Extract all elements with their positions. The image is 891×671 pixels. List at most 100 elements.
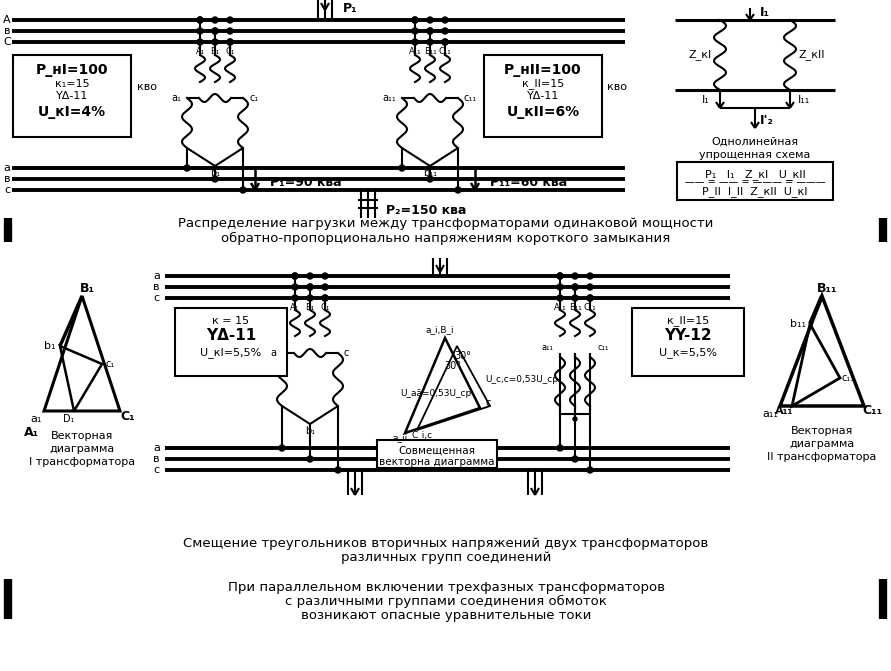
Circle shape	[572, 295, 578, 301]
Circle shape	[412, 17, 418, 23]
Text: Векторная: Векторная	[51, 431, 113, 441]
Text: Однолинейная: Однолинейная	[711, 137, 798, 147]
Circle shape	[399, 165, 405, 171]
Circle shape	[227, 39, 233, 45]
Text: Векторная: Векторная	[791, 426, 854, 436]
Circle shape	[427, 28, 433, 34]
Circle shape	[557, 273, 563, 279]
Circle shape	[572, 284, 578, 290]
Text: C₁₁: C₁₁	[438, 48, 452, 56]
Text: P₂=150 ква: P₂=150 ква	[386, 203, 466, 217]
Circle shape	[335, 467, 341, 473]
Text: C: C	[4, 37, 11, 47]
Text: c₁₁: c₁₁	[597, 344, 609, 352]
Text: A₁: A₁	[24, 427, 39, 440]
Circle shape	[427, 17, 433, 23]
Circle shape	[587, 295, 593, 301]
Text: —— = —— = ——— = ———: —— = —— = ——— = ———	[684, 177, 825, 187]
Text: a₁: a₁	[171, 93, 181, 103]
Text: C₁: C₁	[120, 409, 135, 423]
Circle shape	[572, 284, 578, 290]
Text: c₁: c₁	[105, 359, 115, 369]
Bar	[484, 55, 602, 137]
Text: b₁: b₁	[45, 341, 56, 351]
Text: a: a	[153, 271, 160, 281]
Text: II трансформатора: II трансформатора	[767, 452, 877, 462]
Text: c: c	[486, 398, 491, 408]
Text: C₁: C₁	[321, 303, 330, 311]
Circle shape	[572, 273, 578, 279]
Text: C₁₁: C₁₁	[862, 405, 882, 417]
Text: I₁: I₁	[760, 5, 770, 19]
Text: упрощенная схема: упрощенная схема	[699, 150, 811, 160]
Circle shape	[322, 273, 328, 279]
Circle shape	[292, 284, 298, 290]
Circle shape	[197, 17, 203, 23]
Text: векторна диаграмма: векторна диаграмма	[380, 457, 495, 467]
Text: a: a	[153, 443, 160, 453]
Text: 30°: 30°	[445, 361, 462, 371]
Text: c₁₁: c₁₁	[841, 373, 854, 383]
Circle shape	[227, 17, 233, 23]
Text: B₁₁: B₁₁	[424, 48, 437, 56]
Text: Распределение нагрузки между трансформаторами одинаковой мощности: Распределение нагрузки между трансформат…	[178, 217, 714, 231]
Text: U_кI=4%: U_кI=4%	[38, 105, 106, 119]
Text: B₁: B₁	[210, 48, 219, 56]
Text: C_i,c: C_i,c	[412, 431, 432, 440]
Text: B₁: B₁	[79, 282, 94, 295]
Circle shape	[212, 176, 218, 182]
Circle shape	[412, 39, 418, 45]
Circle shape	[587, 284, 593, 290]
Circle shape	[587, 273, 593, 279]
Text: c₁: c₁	[249, 93, 258, 103]
Text: A₁₁: A₁₁	[553, 303, 567, 311]
Text: a: a	[270, 348, 276, 358]
Text: возникают опасные уравнительные токи: возникают опасные уравнительные токи	[301, 609, 592, 621]
Text: I трансформатора: I трансформатора	[29, 457, 135, 467]
Circle shape	[455, 187, 461, 193]
Text: с различными группами соединения обмоток: с различными группами соединения обмоток	[285, 595, 607, 607]
Text: a_i,B_i: a_i,B_i	[426, 325, 454, 335]
Circle shape	[197, 17, 203, 23]
Circle shape	[442, 39, 448, 45]
Text: B₁₁: B₁₁	[568, 303, 581, 311]
Text: к₁=15: к₁=15	[54, 79, 89, 89]
Text: U_c,c=0,53U_cp: U_c,c=0,53U_cp	[485, 376, 558, 384]
Text: U_к=5,5%: U_к=5,5%	[659, 348, 717, 358]
Text: B₁₁: B₁₁	[817, 282, 838, 295]
Circle shape	[427, 176, 433, 182]
Circle shape	[197, 39, 203, 45]
Text: P_нII=100: P_нII=100	[504, 63, 582, 77]
Circle shape	[212, 17, 218, 23]
Text: к_II=15: к_II=15	[666, 315, 709, 327]
Circle shape	[412, 28, 418, 34]
Text: U_aā=0,53U_cp: U_aā=0,53U_cp	[400, 389, 471, 397]
Text: A₁: A₁	[290, 303, 299, 311]
Circle shape	[587, 467, 593, 473]
Text: I'₂: I'₂	[760, 113, 774, 127]
Text: YΔ-11: YΔ-11	[527, 91, 560, 101]
Text: U_кII=6%: U_кII=6%	[506, 105, 579, 119]
Circle shape	[292, 295, 298, 301]
Circle shape	[557, 295, 563, 301]
Text: b₁₁: b₁₁	[423, 168, 437, 178]
Circle shape	[557, 445, 563, 451]
Text: c: c	[344, 348, 349, 358]
Text: YY-12: YY-12	[664, 329, 712, 344]
Circle shape	[212, 28, 218, 34]
Text: к = 15: к = 15	[212, 316, 249, 326]
Text: a₁₁: a₁₁	[541, 344, 553, 352]
Text: обратно-пропорционально напряжениям короткого замыкания: обратно-пропорционально напряжениям коро…	[221, 231, 671, 244]
Text: в: в	[153, 454, 160, 464]
Text: A₁: A₁	[195, 48, 205, 56]
Circle shape	[292, 273, 298, 279]
Text: P₁   I₁   Z_кI   U_кII: P₁ I₁ Z_кI U_кII	[705, 170, 805, 180]
Circle shape	[573, 417, 577, 421]
Bar	[377, 440, 497, 468]
Text: P₁=90 ква: P₁=90 ква	[270, 176, 341, 189]
Text: B₁: B₁	[306, 303, 315, 311]
Circle shape	[292, 273, 298, 279]
Text: a: a	[4, 163, 11, 173]
Text: в: в	[4, 174, 11, 184]
Circle shape	[240, 187, 246, 193]
